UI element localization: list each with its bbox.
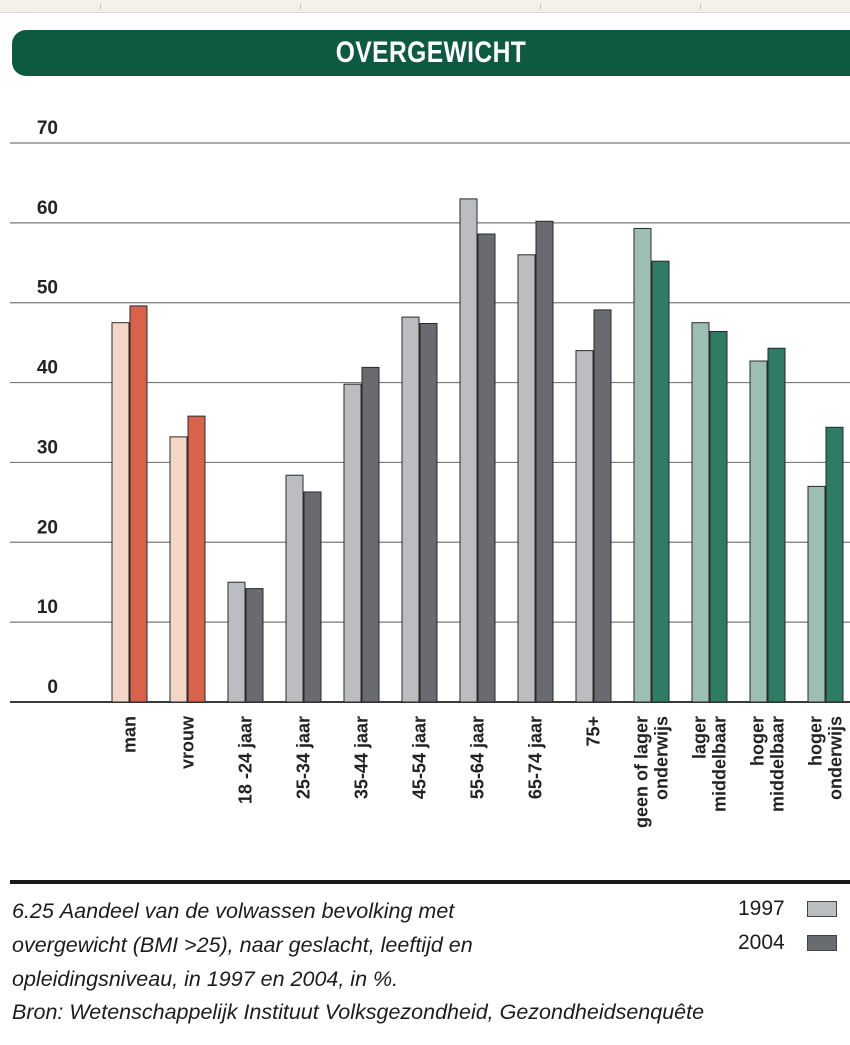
bar-1997 xyxy=(227,581,246,703)
x-tick-label: 55-64 jaar xyxy=(468,716,488,799)
chart-title: OVERGEWICHT xyxy=(335,36,527,69)
x-tick-label: 45-54 jaar xyxy=(410,716,430,799)
figure-number: 6.25 xyxy=(12,899,54,923)
bar-2004 xyxy=(361,366,380,703)
bar-1997 xyxy=(749,360,768,703)
legend-label-2004: 2004 xyxy=(738,931,785,954)
bar-chart: 0 10 20 30 40 50 60 70 man vrouw 18 -24 jaar 25-34 … xyxy=(10,118,850,828)
bar-2004 xyxy=(767,347,786,703)
bar-2004 xyxy=(245,588,264,703)
x-tick-label-line: man xyxy=(120,716,140,753)
x-tick-label: hogeronderwijs xyxy=(806,716,846,800)
bar-1997 xyxy=(285,474,304,703)
legend-item-1997: 1997 xyxy=(738,897,837,920)
x-tick-label-line: 18 -24 jaar xyxy=(236,716,256,804)
bar-2004 xyxy=(535,220,554,703)
x-tick-label-line: 35-44 jaar xyxy=(352,716,372,799)
x-tick-label: 35-44 jaar xyxy=(352,716,372,799)
y-tick-label: 20 xyxy=(37,517,58,538)
legend-swatch-2004 xyxy=(806,935,837,951)
x-tick-label: 75+ xyxy=(584,716,604,747)
y-tick-label: 10 xyxy=(37,597,58,618)
x-tick-label: man xyxy=(120,716,140,753)
y-tick-label: 40 xyxy=(37,358,58,379)
x-tick-label-line: 75+ xyxy=(584,716,604,747)
bar-1997 xyxy=(575,350,594,703)
bar-2004 xyxy=(419,322,438,703)
strip-tick xyxy=(100,4,101,10)
x-tick-label-line: hoger xyxy=(806,716,826,766)
bar-1997 xyxy=(807,485,826,703)
x-tick-label: 18 -24 jaar xyxy=(236,716,256,804)
y-tick-label: 30 xyxy=(37,437,58,458)
y-tick-label: 60 xyxy=(37,198,58,219)
x-tick-label-line: geen of lager xyxy=(632,716,652,828)
x-tick-label-line: onderwijs xyxy=(826,716,846,800)
strip-tick xyxy=(540,4,541,10)
x-tick-label-line: middelbaar xyxy=(710,716,730,812)
bar-1997 xyxy=(633,227,652,703)
y-tick-label: 70 xyxy=(37,118,58,139)
bar-2004 xyxy=(303,491,322,703)
x-tick-label-line: middelbaar xyxy=(768,716,788,812)
x-tick-label: 65-74 jaar xyxy=(526,716,546,799)
bar-1997 xyxy=(111,322,130,703)
bar-1997 xyxy=(459,198,478,703)
caption-text-1: Aandeel van de volwassen bevolking met xyxy=(59,899,455,923)
bar-2004 xyxy=(477,233,496,703)
x-tick-label: geen of lageronderwijs xyxy=(632,716,672,828)
x-tick-label-line: lager xyxy=(690,716,710,759)
figure-caption: 6.25 Aandeel van de volwassen bevolking … xyxy=(12,894,712,996)
source-note: Bron: Wetenschappelijk Instituut Volksge… xyxy=(12,1000,705,1024)
x-tick-label: hogermiddelbaar xyxy=(748,716,788,812)
bar-2004 xyxy=(187,415,206,703)
caption-line-3: opleidingsniveau, in 1997 en 2004, in %. xyxy=(12,967,399,991)
bar-2004 xyxy=(129,305,148,703)
strip-tick xyxy=(300,4,301,10)
bar-2004 xyxy=(825,426,844,703)
caption-divider xyxy=(10,880,850,884)
x-tick-label-line: 55-64 jaar xyxy=(468,716,488,799)
bar-1997 xyxy=(401,316,420,703)
y-tick-label: 0 xyxy=(47,677,58,698)
bar-1997 xyxy=(343,383,362,703)
caption-line-1: 6.25 Aandeel van de volwassen bevolking … xyxy=(12,894,712,928)
bar-1997 xyxy=(517,254,536,703)
caption-line-2: overgewicht (BMI >25), naar geslacht, le… xyxy=(12,933,473,957)
bar-1997 xyxy=(169,436,188,703)
x-tick-label-line: 45-54 jaar xyxy=(410,716,430,799)
bar-2004 xyxy=(593,309,612,703)
strip-tick xyxy=(700,4,701,10)
bar-2004 xyxy=(709,330,728,703)
x-tick-label-line: 25-34 jaar xyxy=(294,716,314,799)
legend-label-1997: 1997 xyxy=(738,897,785,920)
bar-1997 xyxy=(691,322,710,703)
y-tick-label: 50 xyxy=(37,278,58,299)
x-tick-label-line: 65-74 jaar xyxy=(526,716,546,799)
x-tick-label: lagermiddelbaar xyxy=(690,716,730,812)
x-tick-label: 25-34 jaar xyxy=(294,716,314,799)
top-strip xyxy=(0,0,850,13)
x-tick-label: vrouw xyxy=(178,715,198,769)
title-banner: OVERGEWICHT xyxy=(12,30,850,76)
bar-2004 xyxy=(651,260,670,703)
x-tick-label-line: vrouw xyxy=(178,715,198,769)
legend-swatch-1997 xyxy=(806,901,837,917)
x-tick-label-line: onderwijs xyxy=(652,716,672,800)
x-tick-label-line: hoger xyxy=(748,716,768,766)
legend-item-2004: 2004 xyxy=(738,931,837,954)
